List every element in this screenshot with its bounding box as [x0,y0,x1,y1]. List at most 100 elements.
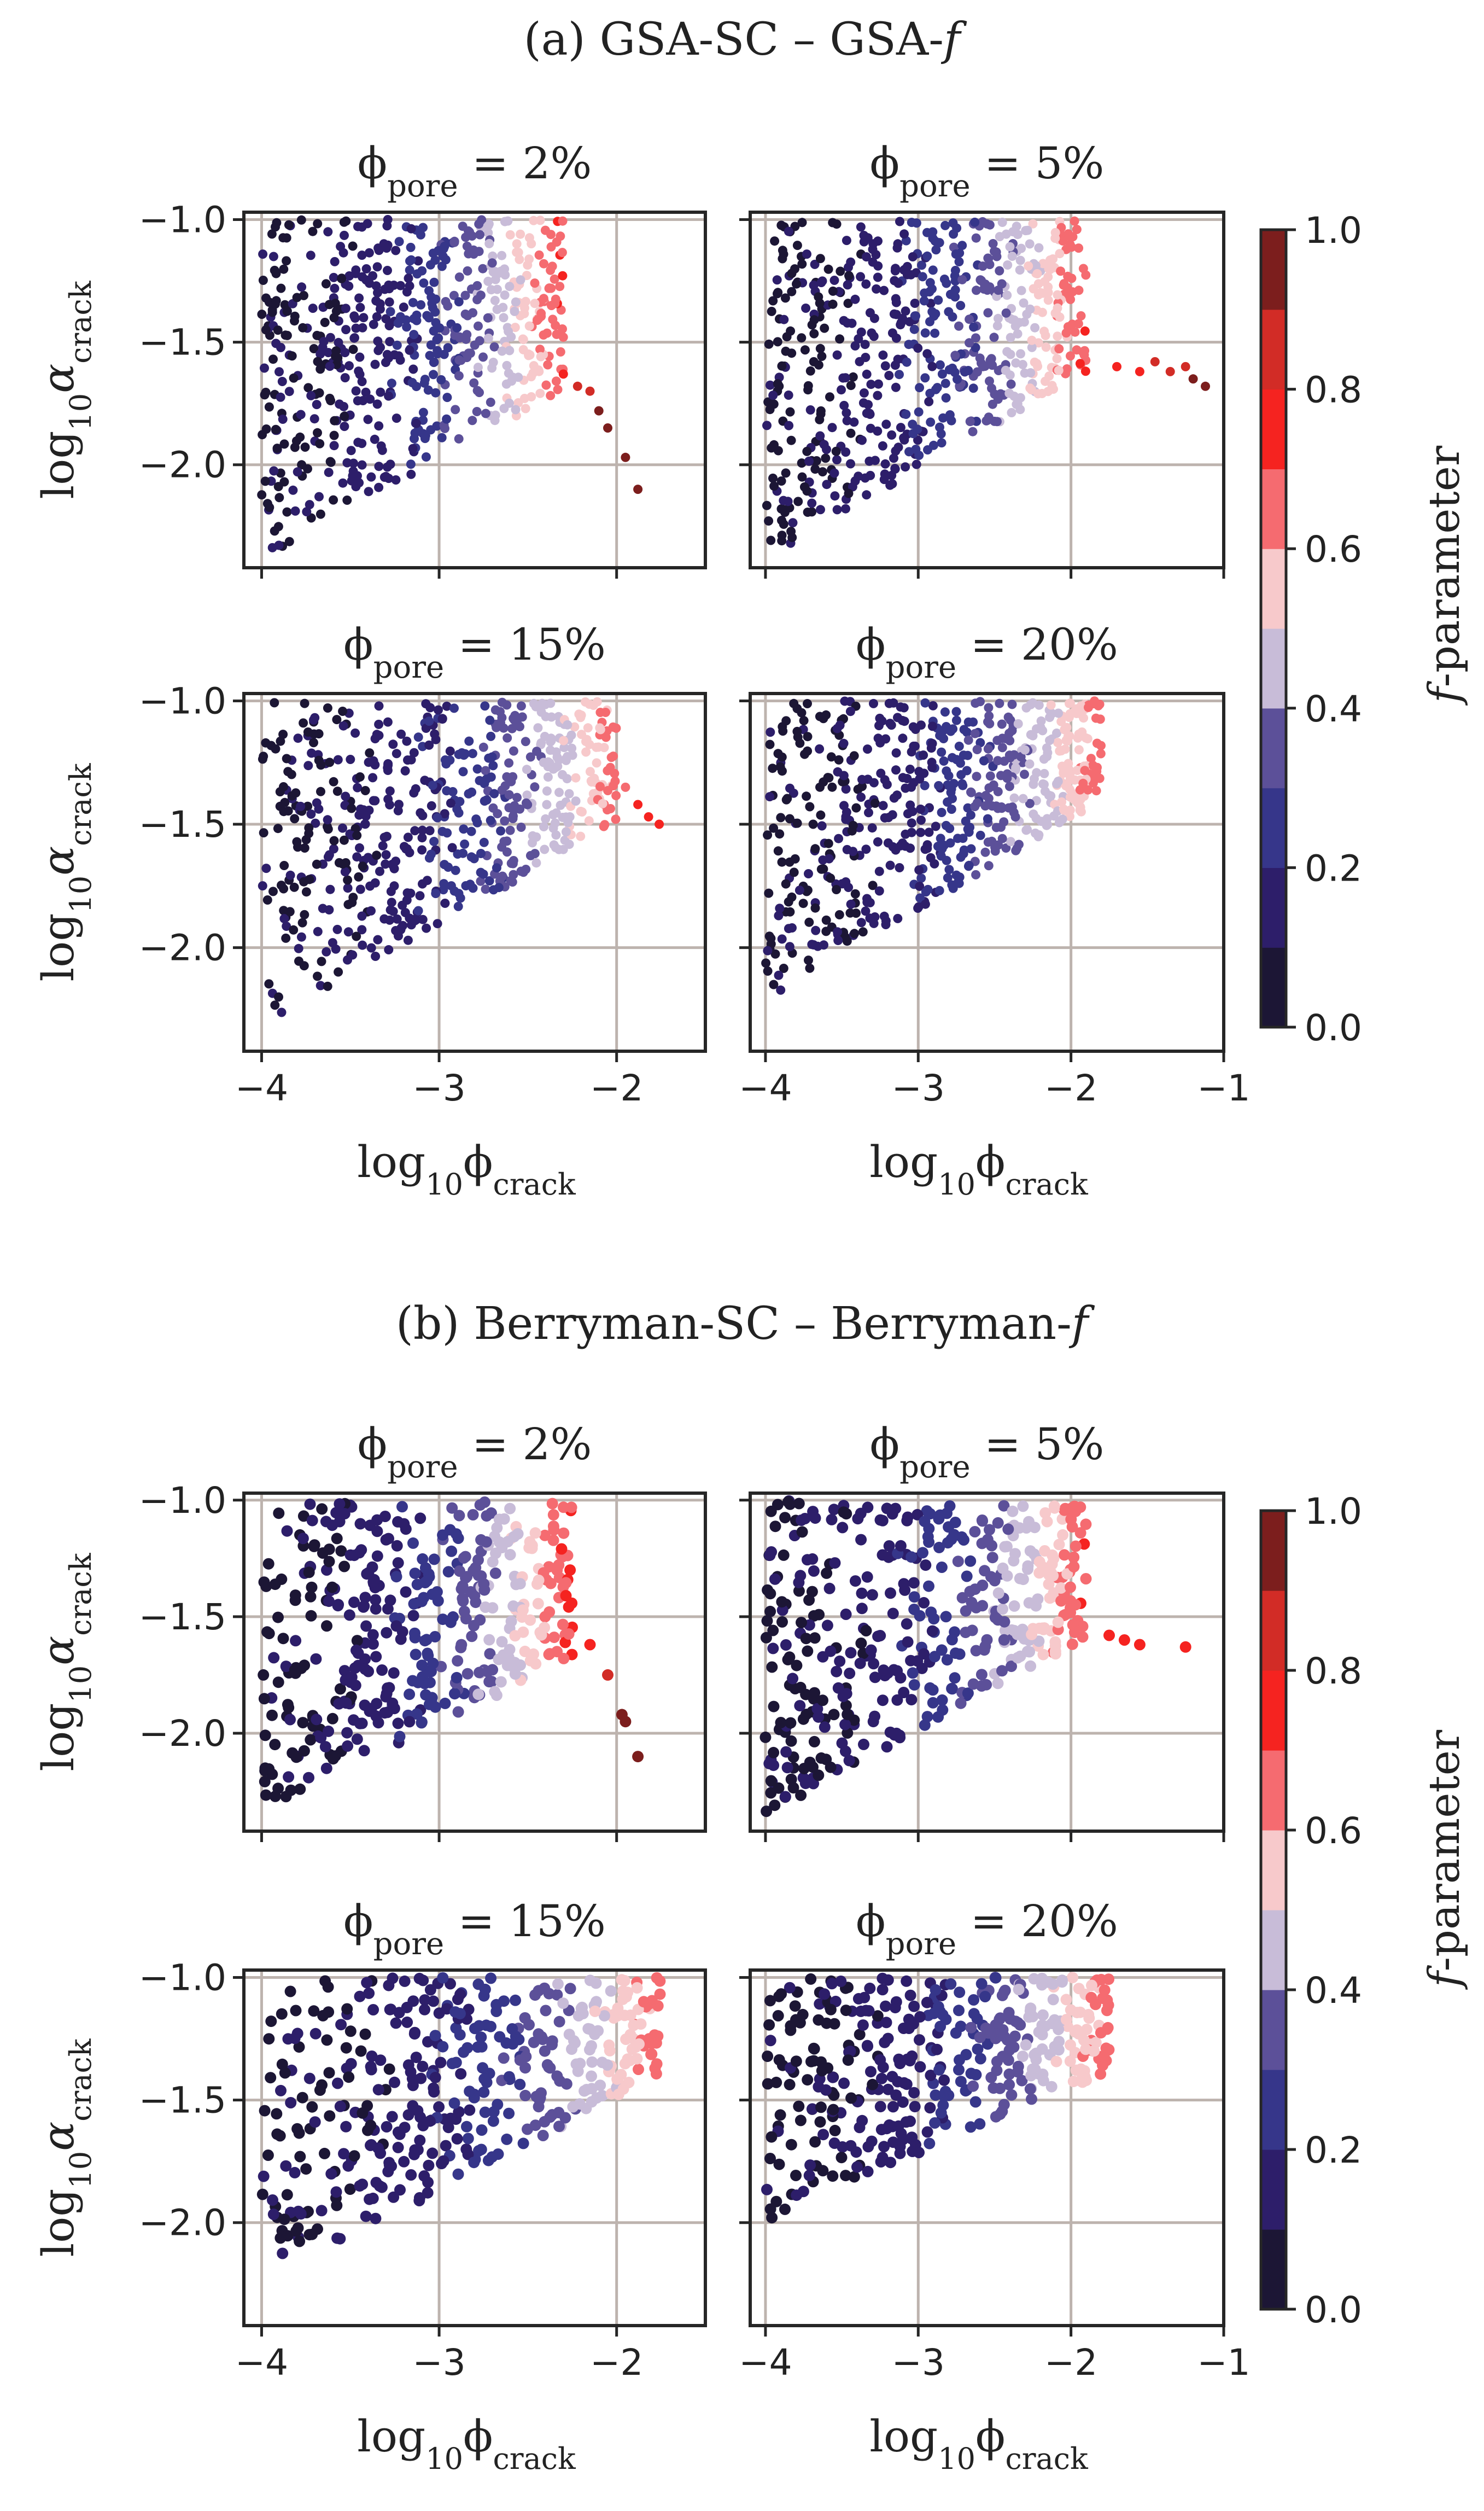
scatter-point [802,486,812,496]
scatter-point [775,1988,787,2000]
scatter-point [505,825,515,835]
scatter-point [956,758,965,768]
scatter-point [404,1688,416,1700]
scatter-point [405,345,414,355]
scatter-point [1074,1527,1086,1539]
scatter-point [821,915,831,925]
scatter-point [820,2084,832,2096]
scatter-point [445,746,455,756]
scatter-point [1006,2089,1018,2101]
scatter-point [294,943,303,953]
scatter-point [410,826,420,836]
scatter-point [909,2101,921,2113]
scatter-point [385,800,395,809]
scatter-point [572,381,582,391]
scatter-point [599,743,609,753]
scatter-point [537,2034,548,2046]
scatter-point [777,361,787,371]
scatter-point [821,453,831,463]
scatter-point [862,252,871,262]
scatter-point [1043,272,1053,282]
scatter-point [475,230,484,240]
scatter-point [975,830,985,840]
scatter-point [1064,713,1074,723]
scatter-point [469,2023,481,2035]
scatter-point [915,383,925,393]
scatter-point [362,2124,373,2136]
scatter-point [848,847,858,857]
scatter-point [803,2170,815,2181]
scatter-point [331,352,341,361]
scatter-point [850,929,860,939]
scatter-point [876,2072,887,2084]
scatter-point [472,1688,484,1700]
scatter-point [558,844,568,854]
scatter-point [1039,2020,1051,2032]
scatter-point [372,850,382,860]
scatter-point [941,1654,953,1666]
scatter-point [602,1669,614,1681]
scatter-point [551,843,560,853]
scatter-point [991,823,1001,832]
scatter-point [765,405,775,415]
scatter-point [379,1511,391,1522]
scatter-point [850,476,860,486]
scatter-point [1008,227,1018,237]
scatter-point [399,842,409,852]
crack-subscript: crack [63,2038,98,2121]
scatter-point [924,397,934,406]
scatter-point [917,1547,928,1559]
scatter-point [832,455,842,465]
scatter-point [1047,1978,1059,1990]
scatter-point [956,770,966,779]
scatter-point [492,723,501,732]
scatter-point [845,2140,857,2152]
scatter-point [364,487,373,497]
scatter-point [269,1739,281,1751]
scatter-point [965,314,974,324]
scatter-point [848,372,858,382]
scatter-point [762,2050,774,2063]
scatter-point [887,1607,899,1619]
scatter-point [387,898,396,907]
log-base: 10 [425,2442,463,2476]
scatter-point [792,726,802,736]
scatter-point [267,2209,279,2220]
scatter-point [437,1972,449,1984]
scatter-point [373,2180,385,2192]
scatter-point [804,869,813,878]
scatter-point [295,432,305,442]
scatter-point [330,416,340,426]
scatter-point [891,294,901,304]
scatter-point [1066,351,1075,361]
x-tick-label: −1 [1197,1067,1250,1109]
scatter-points [761,1972,1115,2224]
pore-subscript: pore [899,168,970,204]
scatter-point [560,835,570,845]
scatter-point [779,2203,791,2215]
scatter-point [1065,231,1074,241]
scatter-point [818,855,828,865]
scatter-point [283,1771,295,1783]
scatter-point [1056,1513,1068,1525]
scatter-point [1074,729,1084,739]
scatter-point [808,1610,820,1622]
scatter-point [351,386,361,396]
scatter-point [1201,381,1210,391]
scatter-point [782,794,792,803]
scatter-point [484,1648,496,1660]
scatter-point [946,726,956,736]
scatter-point [826,752,836,762]
scatter-point [801,304,811,313]
scatter-point [279,477,289,487]
scatter-point [326,1581,338,1593]
scatter-point [1039,1507,1051,1519]
scatter-point [808,819,818,829]
scatter-point [936,1694,948,1706]
scatter-point [330,299,340,308]
scatter-point [881,420,891,429]
scatter-point [548,810,558,819]
scatter-point [272,218,282,228]
